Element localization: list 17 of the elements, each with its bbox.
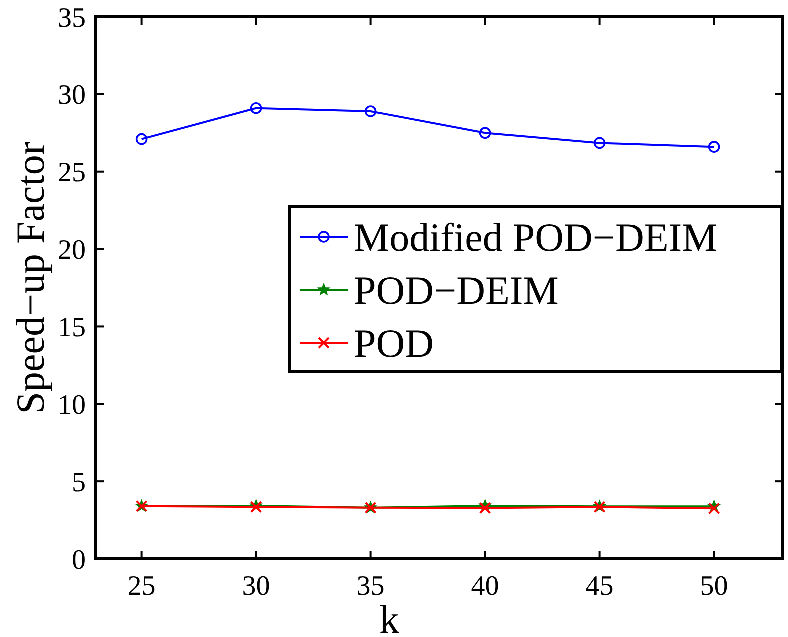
x-tick-label: 50	[700, 571, 728, 602]
y-tick-label: 25	[58, 158, 86, 189]
legend-label: POD−DEIM	[354, 268, 559, 313]
y-tick-label: 15	[58, 312, 86, 344]
y-tick-label: 5	[72, 467, 86, 498]
x-tick-label: 25	[128, 571, 156, 602]
y-tick-label: 10	[58, 390, 86, 421]
y-tick-label: 0	[72, 544, 86, 576]
x-tick-label: 40	[471, 571, 500, 602]
x-tick-label: 45	[586, 571, 614, 602]
y-tick-label: 35	[58, 2, 86, 34]
y-tick-label: 30	[58, 80, 86, 112]
x-tick-label: 30	[242, 571, 270, 602]
y-axis-title: Speed−up Factor	[8, 142, 53, 414]
legend-label: POD	[354, 321, 434, 366]
y-tick-label: 20	[58, 235, 86, 266]
legend-label: Modified POD−DEIM	[354, 215, 718, 260]
